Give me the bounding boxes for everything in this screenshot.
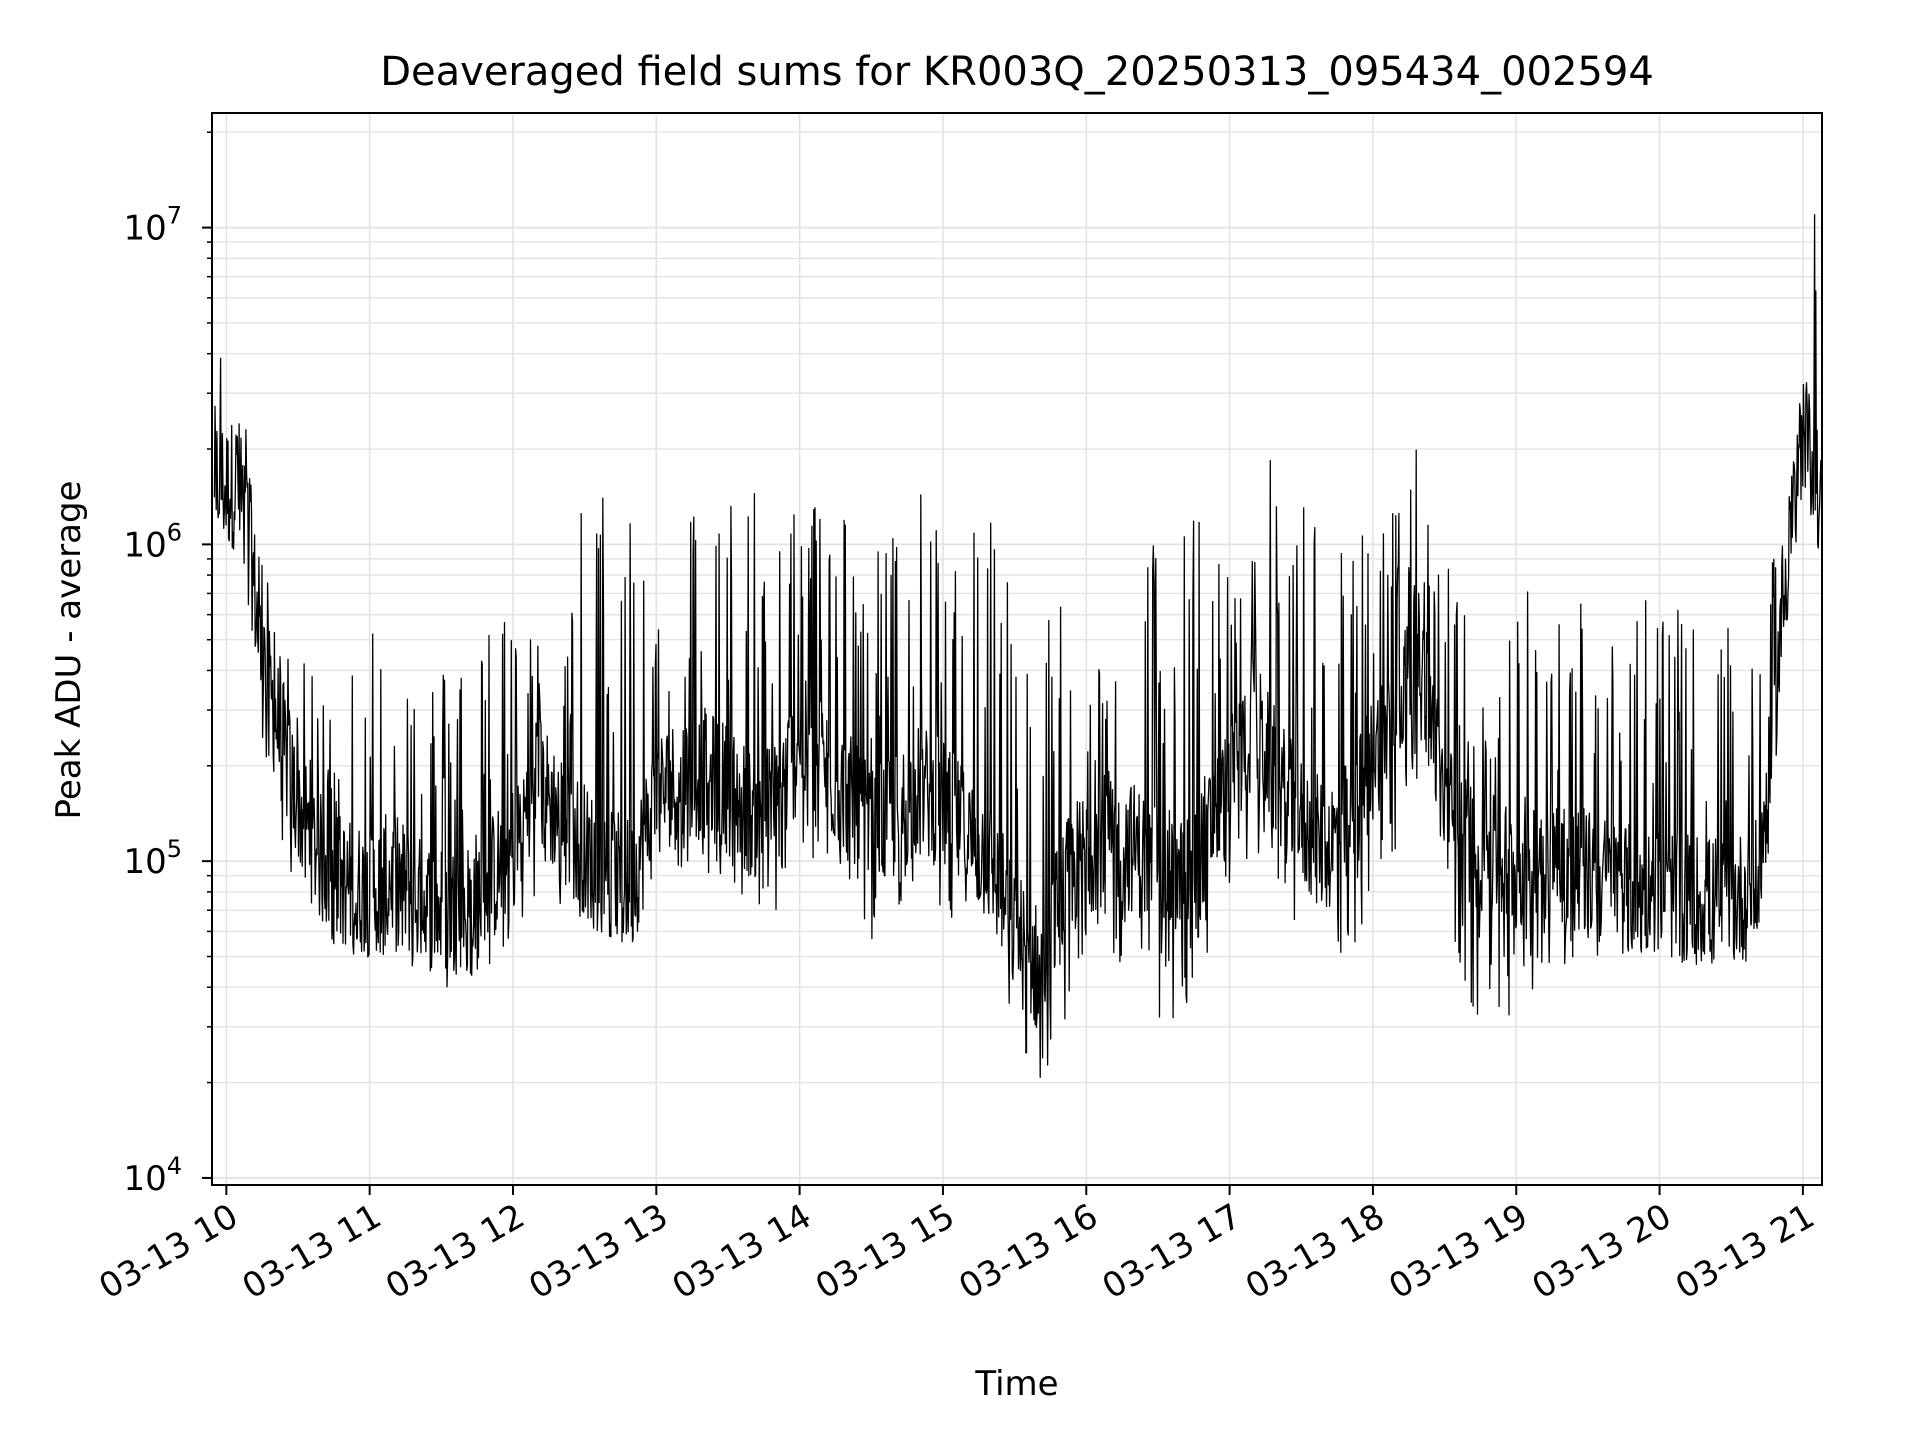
y-tick-exponent: 5 bbox=[167, 835, 182, 863]
x-axis-label: Time bbox=[974, 1364, 1058, 1404]
y-tick-label: 107 bbox=[123, 202, 182, 249]
y-tick-label: 105 bbox=[123, 835, 182, 882]
y-tick-base: 10 bbox=[123, 1159, 166, 1199]
y-tick-exponent: 6 bbox=[167, 518, 182, 546]
series-line bbox=[213, 214, 1823, 1079]
plot-frame bbox=[211, 112, 1823, 1186]
y-tick-base: 10 bbox=[123, 525, 166, 565]
y-tick-label: 106 bbox=[123, 518, 182, 565]
y-tick-base: 10 bbox=[123, 209, 166, 249]
y-axis-label: Peak ADU - average bbox=[49, 481, 89, 820]
y-tick-exponent: 7 bbox=[167, 202, 182, 230]
y-tick-label: 104 bbox=[123, 1152, 182, 1199]
series-area bbox=[213, 214, 1823, 1079]
chart-title: Deaveraged field sums for KR003Q_2025031… bbox=[380, 49, 1654, 95]
y-tick-base: 10 bbox=[123, 842, 166, 882]
y-tick-exponent: 4 bbox=[167, 1152, 182, 1180]
